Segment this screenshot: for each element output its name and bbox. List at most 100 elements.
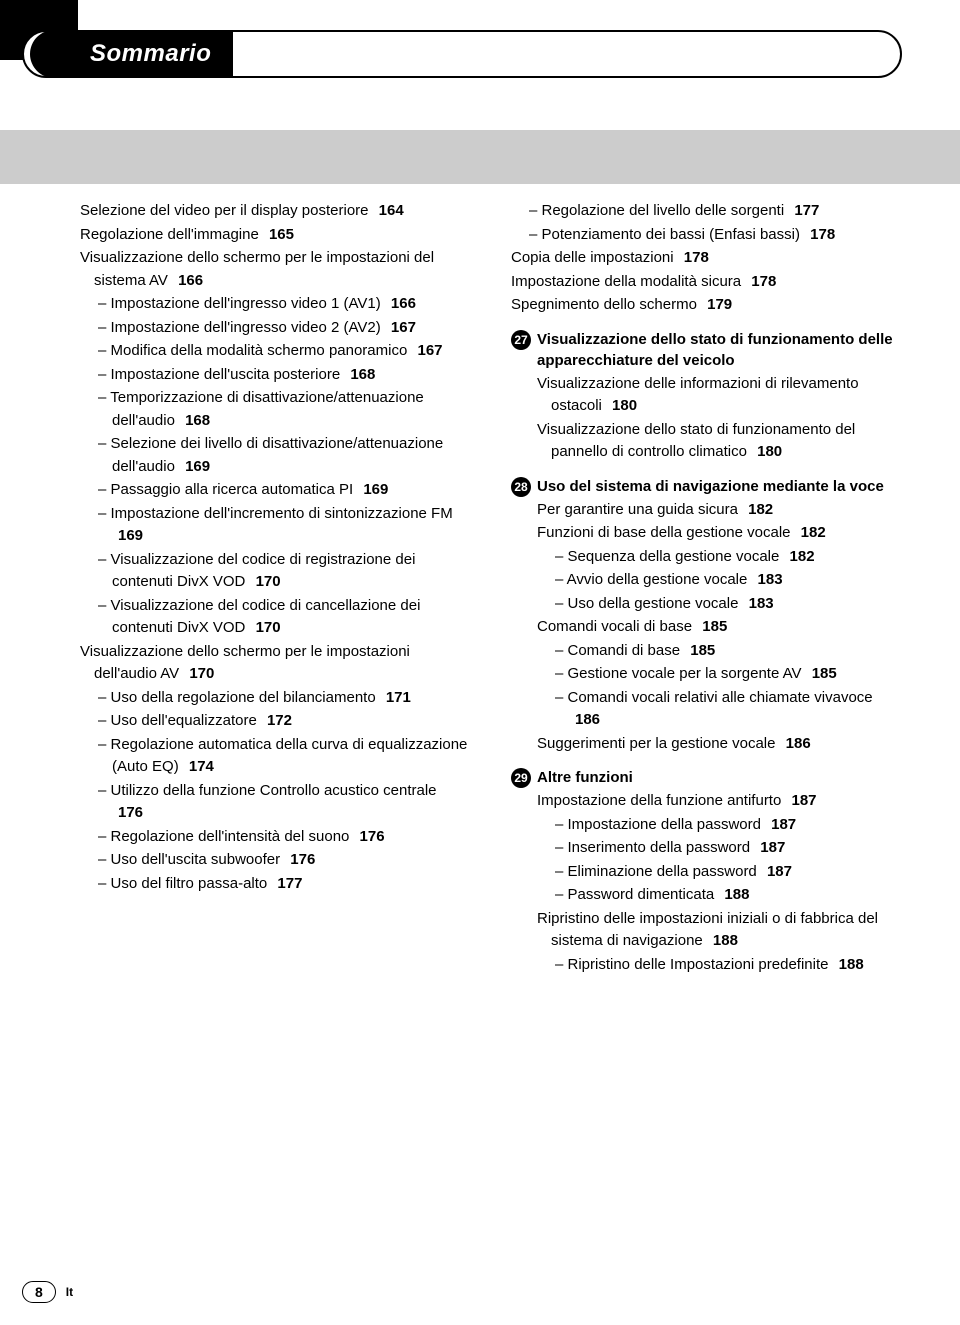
toc-entry: Selezione del video per il display poste… <box>80 200 471 223</box>
page-ref: 165 <box>269 226 294 243</box>
section-body: Per garantire una guida sicura 182Funzio… <box>537 499 902 756</box>
toc-entry: Impostazione della modalità sicura 178 <box>511 271 902 294</box>
toc-entry: – Impostazione dell'incremento di sinton… <box>98 503 471 548</box>
toc-entry: Ripristino delle impostazioni iniziali o… <box>537 908 902 953</box>
page-ref: 180 <box>757 443 782 460</box>
page: Sommario Selezione del video per il disp… <box>0 0 960 1325</box>
page-ref: 178 <box>751 273 776 290</box>
page-ref: 186 <box>575 711 600 728</box>
page-ref: 169 <box>363 481 388 498</box>
toc-entry: – Regolazione dell'intensità del suono 1… <box>98 826 471 849</box>
page-ref: 176 <box>360 828 385 845</box>
page-ref: 178 <box>684 249 709 266</box>
footer: 8 It <box>22 1281 73 1303</box>
toc-entry: Per garantire una guida sicura 182 <box>537 499 902 522</box>
page-ref: 167 <box>391 319 416 336</box>
toc-entry: Visualizzazione delle informazioni di ri… <box>537 373 902 418</box>
section-number-badge: 28 <box>511 477 531 497</box>
page-ref: 177 <box>277 875 302 892</box>
toc-entry: – Password dimenticata 188 <box>555 884 902 907</box>
toc-entry: – Gestione vocale per la sorgente AV 185 <box>555 663 902 686</box>
toc-entry: – Temporizzazione di disattivazione/atte… <box>98 387 471 432</box>
toc-entry: Impostazione della funzione antifurto 18… <box>537 790 902 813</box>
page-ref: 188 <box>713 932 738 949</box>
page-ref: 182 <box>801 524 826 541</box>
toc-entry: – Uso dell'uscita subwoofer 176 <box>98 849 471 872</box>
section-body: Impostazione della funzione antifurto 18… <box>537 790 902 976</box>
toc-entry: Funzioni di base della gestione vocale 1… <box>537 522 902 545</box>
section-head: 29Altre funzioni <box>511 767 902 788</box>
toc-entry: – Comandi di base 185 <box>555 640 902 663</box>
content-columns: Selezione del video per il display poste… <box>80 200 902 977</box>
page-ref: 176 <box>290 851 315 868</box>
page-ref: 187 <box>767 863 792 880</box>
toc-entry: – Impostazione dell'uscita posteriore 16… <box>98 364 471 387</box>
page-ref: 178 <box>810 226 835 243</box>
page-ref: 168 <box>350 366 375 383</box>
page-ref: 183 <box>758 571 783 588</box>
page-ref: 187 <box>792 792 817 809</box>
toc-entry: Visualizzazione dello stato di funzionam… <box>537 419 902 464</box>
page-ref: 187 <box>771 816 796 833</box>
toc-entry: Copia delle impostazioni 178 <box>511 247 902 270</box>
page-ref: 182 <box>790 548 815 565</box>
page-ref: 172 <box>267 712 292 729</box>
toc-entry: Suggerimenti per la gestione vocale 186 <box>537 733 902 756</box>
page-ref: 177 <box>794 202 819 219</box>
grey-band <box>0 130 960 184</box>
right-column: – Regolazione del livello delle sorgenti… <box>511 200 902 977</box>
toc-entry: – Regolazione del livello delle sorgenti… <box>529 200 902 223</box>
toc-entry: Spegnimento dello schermo 179 <box>511 294 902 317</box>
page-ref: 182 <box>748 501 773 518</box>
page-ref: 187 <box>760 839 785 856</box>
page-ref: 186 <box>786 735 811 752</box>
page-ref: 166 <box>178 272 203 289</box>
section-head: 27 Visualizzazione dello stato di funzion… <box>511 329 902 371</box>
toc-entry: Visualizzazione dello schermo per le imp… <box>80 641 471 686</box>
toc-entry: – Visualizzazione del codice di cancella… <box>98 595 471 640</box>
toc-entry: – Utilizzo della funzione Controllo acus… <box>98 780 471 825</box>
toc-entry: Visualizzazione dello schermo per le imp… <box>80 247 471 292</box>
toc-entry: – Sequenza della gestione vocale 182 <box>555 546 902 569</box>
page-ref: 169 <box>185 458 210 475</box>
section-title: Uso del sistema di navigazione mediante … <box>537 476 884 497</box>
toc-entry: – Ripristino delle Impostazioni predefin… <box>555 954 902 977</box>
page-ref: 168 <box>185 412 210 429</box>
page-ref: 167 <box>417 342 442 359</box>
section-number-badge: 27 <box>511 330 531 350</box>
page-ref: 170 <box>256 573 281 590</box>
footer-lang: It <box>66 1285 73 1299</box>
toc-entry: – Passaggio alla ricerca automatica PI 1… <box>98 479 471 502</box>
page-ref: 170 <box>256 619 281 636</box>
section-body: Visualizzazione delle informazioni di ri… <box>537 373 902 464</box>
toc-entry: Regolazione dell'immagine 165 <box>80 224 471 247</box>
toc-entry: – Visualizzazione del codice di registra… <box>98 549 471 594</box>
toc-entry: – Impostazione della password 187 <box>555 814 902 837</box>
page-ref: 185 <box>702 618 727 635</box>
page-ref: 166 <box>391 295 416 312</box>
left-column: Selezione del video per il display poste… <box>80 200 471 977</box>
toc-entry: – Comandi vocali relativi alle chiamate … <box>555 687 902 732</box>
toc-entry: – Uso del filtro passa-alto 177 <box>98 873 471 896</box>
toc-entry: – Avvio della gestione vocale 183 <box>555 569 902 592</box>
toc-entry: – Inserimento della password 187 <box>555 837 902 860</box>
page-ref: 179 <box>707 296 732 313</box>
toc-entry: – Modifica della modalità schermo panora… <box>98 340 471 363</box>
section-title: Visualizzazione dello stato di funzionam… <box>537 329 902 371</box>
page-ref: 171 <box>386 689 411 706</box>
page-ref: 185 <box>690 642 715 659</box>
toc-entry: – Uso della regolazione del bilanciament… <box>98 687 471 710</box>
page-ref: 170 <box>189 665 214 682</box>
page-ref: 188 <box>724 886 749 903</box>
section-title: Altre funzioni <box>537 767 633 788</box>
page-ref: 180 <box>612 397 637 414</box>
page-ref: 183 <box>749 595 774 612</box>
page-ref: 169 <box>118 527 143 544</box>
page-ref: 185 <box>812 665 837 682</box>
header-title: Sommario <box>90 40 211 68</box>
page-ref: 176 <box>118 804 143 821</box>
toc-entry: – Impostazione dell'ingresso video 2 (AV… <box>98 317 471 340</box>
toc-entry: – Selezione dei livello di disattivazion… <box>98 433 471 478</box>
toc-entry: – Regolazione automatica della curva di … <box>98 734 471 779</box>
toc-entry: – Uso della gestione vocale 183 <box>555 593 902 616</box>
